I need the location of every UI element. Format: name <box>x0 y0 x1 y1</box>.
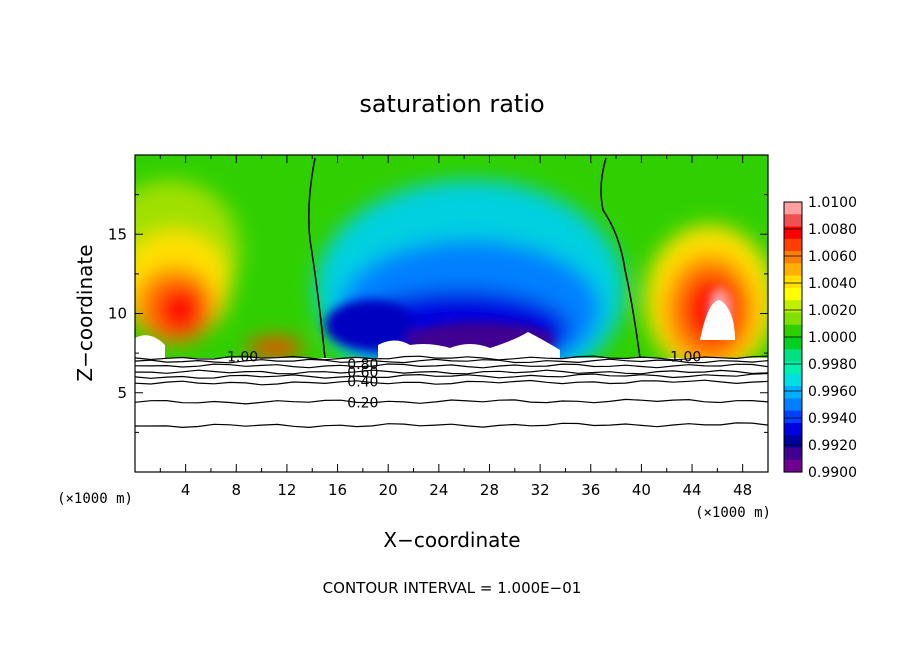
colorbar-swatch <box>784 275 802 289</box>
contour-label: 0.40 <box>347 375 378 391</box>
colorbar-label: 0.9920 <box>808 438 857 454</box>
x-axis-ticks: 4 8 12 16 20 24 28 32 36 40 44 48 <box>159 155 752 499</box>
x-axis-label: X−coordinate <box>383 528 520 552</box>
contour-line-1.00-right <box>600 157 641 359</box>
colorbar-swatch <box>784 373 802 387</box>
x-unit-label-left: (×1000 m) <box>57 491 133 507</box>
x-tick-label: 16 <box>328 481 347 499</box>
colorbar-swatch <box>784 422 802 436</box>
colorbar-swatch <box>784 398 802 412</box>
colorbar-swatch <box>784 386 802 399</box>
colorbar-label: 1.0100 <box>808 195 857 211</box>
contour-line <box>134 398 769 405</box>
colorbar-swatch <box>784 238 802 252</box>
x-tick-label: 48 <box>733 481 752 499</box>
chart-title: saturation ratio <box>359 90 544 118</box>
colorbar-swatch <box>784 287 802 301</box>
colorbar-swatch <box>784 349 802 363</box>
contour-label: 1.00 <box>227 349 258 365</box>
x-tick-label: 32 <box>531 481 550 499</box>
colorbar-swatch <box>784 435 802 449</box>
x-tick-label: 24 <box>429 481 448 499</box>
colorbar-swatch <box>784 226 802 240</box>
colorbar-label: 1.0020 <box>808 303 857 319</box>
y-axis-ticks: 5 10 15 <box>108 194 768 433</box>
contour-line <box>135 369 769 375</box>
colorbar-swatch <box>784 214 802 228</box>
colorbar-swatch <box>784 361 802 375</box>
colorbar-swatch <box>784 337 802 350</box>
saturation-field <box>135 155 768 472</box>
colorbar-label: 1.0080 <box>808 222 857 238</box>
contour-line <box>134 379 769 386</box>
x-tick-label: 12 <box>277 481 296 499</box>
colorbar-label: 1.0000 <box>808 330 857 346</box>
contour-set: 1.00 1.000.800.600.400.20 <box>134 349 769 429</box>
contour-lines <box>308 157 641 359</box>
x-tick-label: 40 <box>632 481 651 499</box>
contour-line <box>134 372 769 379</box>
colorbar-label: 0.9980 <box>808 357 857 373</box>
colorbar-label: 0.9900 <box>808 465 857 481</box>
colorbar-swatch <box>784 410 802 424</box>
x-tick-label: 44 <box>682 481 701 499</box>
colorbar-label: 0.9960 <box>808 384 857 400</box>
contour-line <box>134 358 769 364</box>
y-tick-label: 15 <box>108 225 127 243</box>
y-axis-label: Z−coordinate <box>73 244 97 381</box>
x-tick-label: 4 <box>181 481 191 499</box>
colorbar-swatch <box>784 202 802 215</box>
contour-line-1.00-left <box>308 157 326 359</box>
colorbar-swatch <box>784 324 802 338</box>
colorbar-swatch <box>784 300 802 314</box>
colorbar-swatch <box>784 312 802 326</box>
x-unit-label-right: (×1000 m) <box>695 505 771 521</box>
colorbar-swatch <box>784 459 802 473</box>
y-tick-label: 10 <box>108 305 127 323</box>
y-tick-label: 5 <box>117 384 127 402</box>
contour-line <box>134 355 769 361</box>
colorbar-label: 1.0060 <box>808 249 857 265</box>
contour-line <box>134 363 769 369</box>
colorbar-label: 1.0040 <box>808 276 857 292</box>
colorbar-swatch <box>784 251 802 264</box>
contour-interval-footer: CONTOUR INTERVAL = 1.000E−01 <box>323 579 582 597</box>
x-tick-label: 28 <box>480 481 499 499</box>
contour-line <box>135 422 769 429</box>
x-tick-label: 36 <box>581 481 600 499</box>
contour-label: 0.20 <box>347 395 378 411</box>
x-tick-label: 20 <box>379 481 398 499</box>
colorbar-swatch <box>784 447 802 461</box>
colorbar-swatch <box>784 263 802 277</box>
colorbar-label: 0.9940 <box>808 411 857 427</box>
colorbar: 1.0100 1.0080 1.0060 1.0040 1.0020 1.0000 0.99… <box>783 195 857 481</box>
x-tick-label: 8 <box>232 481 242 499</box>
